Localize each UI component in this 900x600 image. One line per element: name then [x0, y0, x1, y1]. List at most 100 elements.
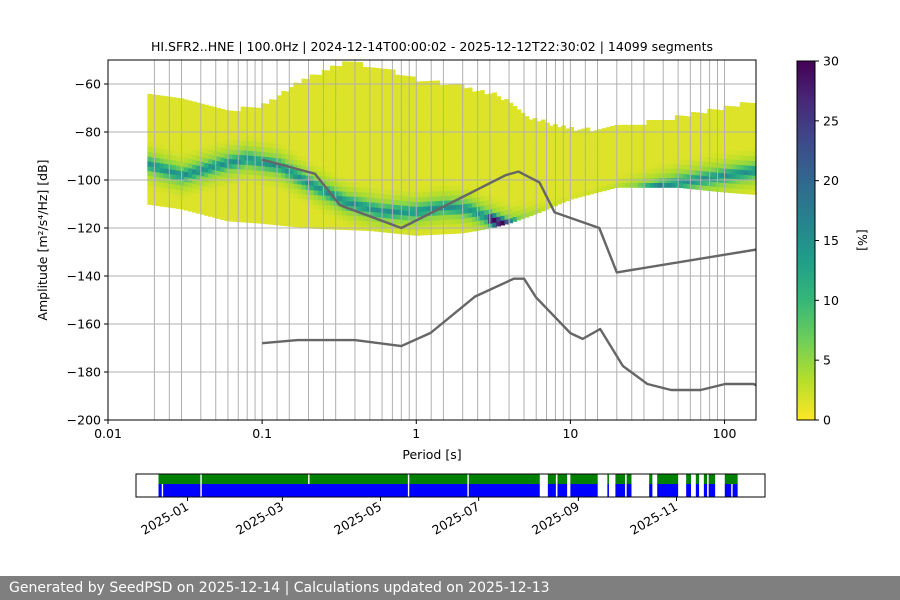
coverage-segment — [626, 474, 632, 497]
colorbar-tick-label: 15 — [823, 233, 839, 248]
heatmap-column — [366, 67, 372, 231]
heatmap-column — [346, 61, 351, 231]
heatmap-column — [289, 87, 295, 227]
y-tick-label: −120 — [67, 221, 101, 236]
date-tick-label: 2025-03 — [233, 499, 286, 538]
heatmap-column — [297, 83, 303, 228]
heatmap-column — [167, 96, 173, 208]
vertical-gridlines — [153, 60, 726, 420]
heatmap-column — [175, 97, 181, 209]
heatmap-column — [476, 90, 481, 231]
heatmap-column — [265, 103, 270, 225]
footer-text: Generated by SeedPSD on 2025-12-14 | Cal… — [9, 580, 550, 596]
heatmap-column — [293, 82, 299, 228]
heatmap-column — [451, 84, 457, 234]
heatmap-column — [431, 80, 437, 235]
coverage-gap — [200, 474, 202, 484]
heatmap-column — [496, 96, 501, 227]
heatmap-column — [678, 115, 684, 189]
heatmap-column — [557, 127, 562, 205]
y-tick-label: −80 — [75, 125, 101, 140]
coverage-segment — [724, 474, 738, 497]
coverage-gap — [731, 484, 733, 497]
heatmap-column — [281, 90, 286, 226]
date-tick-label: 2025-11 — [627, 499, 680, 538]
colorbar-tick-label: 5 — [823, 353, 831, 368]
coverage-gap — [407, 484, 410, 497]
y-tick-label: −140 — [67, 269, 101, 284]
coverage-gap — [467, 484, 469, 497]
heatmap-column — [670, 120, 676, 188]
heatmap-column — [155, 95, 161, 207]
heatmap-column — [565, 128, 570, 202]
heatmap-column — [350, 61, 355, 231]
coverage-gap — [161, 484, 164, 497]
date-tick-label: 2025-01 — [138, 499, 191, 538]
heatmap-column — [256, 107, 262, 224]
psd-heatmap — [147, 61, 756, 236]
heatmap-column — [731, 106, 737, 194]
heatmap-column — [528, 119, 534, 217]
series-line-nlnm — [262, 277, 756, 392]
coverage-segment — [615, 474, 626, 497]
series-line-nhnm — [261, 158, 756, 274]
x-tick-label: 0.01 — [94, 426, 122, 441]
heatmap-column — [248, 107, 254, 224]
x-tick-label: 10 — [562, 426, 578, 441]
heatmap-column — [650, 120, 656, 188]
coverage-segment — [158, 474, 540, 497]
heatmap-column — [147, 93, 153, 205]
heatmap-column — [187, 100, 193, 212]
heatmap-column — [532, 118, 538, 215]
x-axis: 0.01 0.1 1 10 100 — [94, 420, 737, 441]
heatmap-column — [630, 124, 635, 188]
heatmap-column — [747, 102, 753, 195]
heatmap-column — [581, 128, 587, 197]
availability-frame — [135, 473, 766, 498]
heatmap-column — [524, 116, 530, 218]
heatmap-column — [577, 129, 583, 198]
y-tick-label: −200 — [67, 413, 101, 428]
coverage-segment — [607, 474, 609, 497]
heatmap-column — [378, 68, 384, 233]
coverage-segment — [657, 474, 679, 497]
date-tick-label: 2025-05 — [331, 499, 384, 538]
heatmap-column — [277, 95, 282, 226]
availability-bar — [135, 473, 766, 498]
heatmap-column — [691, 111, 696, 190]
coverage-gap — [700, 484, 703, 497]
heatmap-column — [484, 94, 489, 230]
heatmap-column — [545, 122, 550, 210]
heatmap-column — [609, 126, 615, 190]
heatmap-column — [471, 91, 477, 232]
heatmap-column — [394, 74, 400, 234]
heatmap-column — [179, 98, 185, 210]
heatmap-column — [362, 66, 368, 231]
heatmap-column — [236, 111, 242, 223]
heatmap-column — [549, 125, 554, 208]
heatmap-column — [374, 67, 380, 232]
heatmap-column — [423, 81, 428, 236]
heatmap-column — [540, 119, 546, 212]
heatmap-column — [216, 107, 221, 219]
heatmap-column — [212, 106, 217, 218]
heatmap-column — [447, 84, 453, 235]
y-tick-label: −100 — [67, 173, 101, 188]
heatmap-column — [642, 124, 648, 188]
heatmap-column — [208, 105, 213, 217]
heatmap-column — [626, 124, 631, 188]
coverage-gap — [308, 474, 310, 484]
heatmap-column — [589, 131, 595, 195]
heatmap-column — [321, 70, 327, 230]
y-axis: −200 −180 −160 −140 −120 −100 −80 −60 — [67, 77, 108, 428]
heatmap-column — [325, 70, 331, 230]
heatmap-column — [638, 124, 643, 188]
heatmap-column — [443, 84, 449, 235]
heatmap-column — [585, 127, 591, 196]
heatmap-column — [342, 61, 347, 230]
colorbar-tick-label: 20 — [823, 173, 839, 188]
heatmap-column — [463, 88, 469, 233]
date-tick-label: 2025-09 — [529, 499, 582, 538]
heatmap-column — [662, 120, 668, 188]
